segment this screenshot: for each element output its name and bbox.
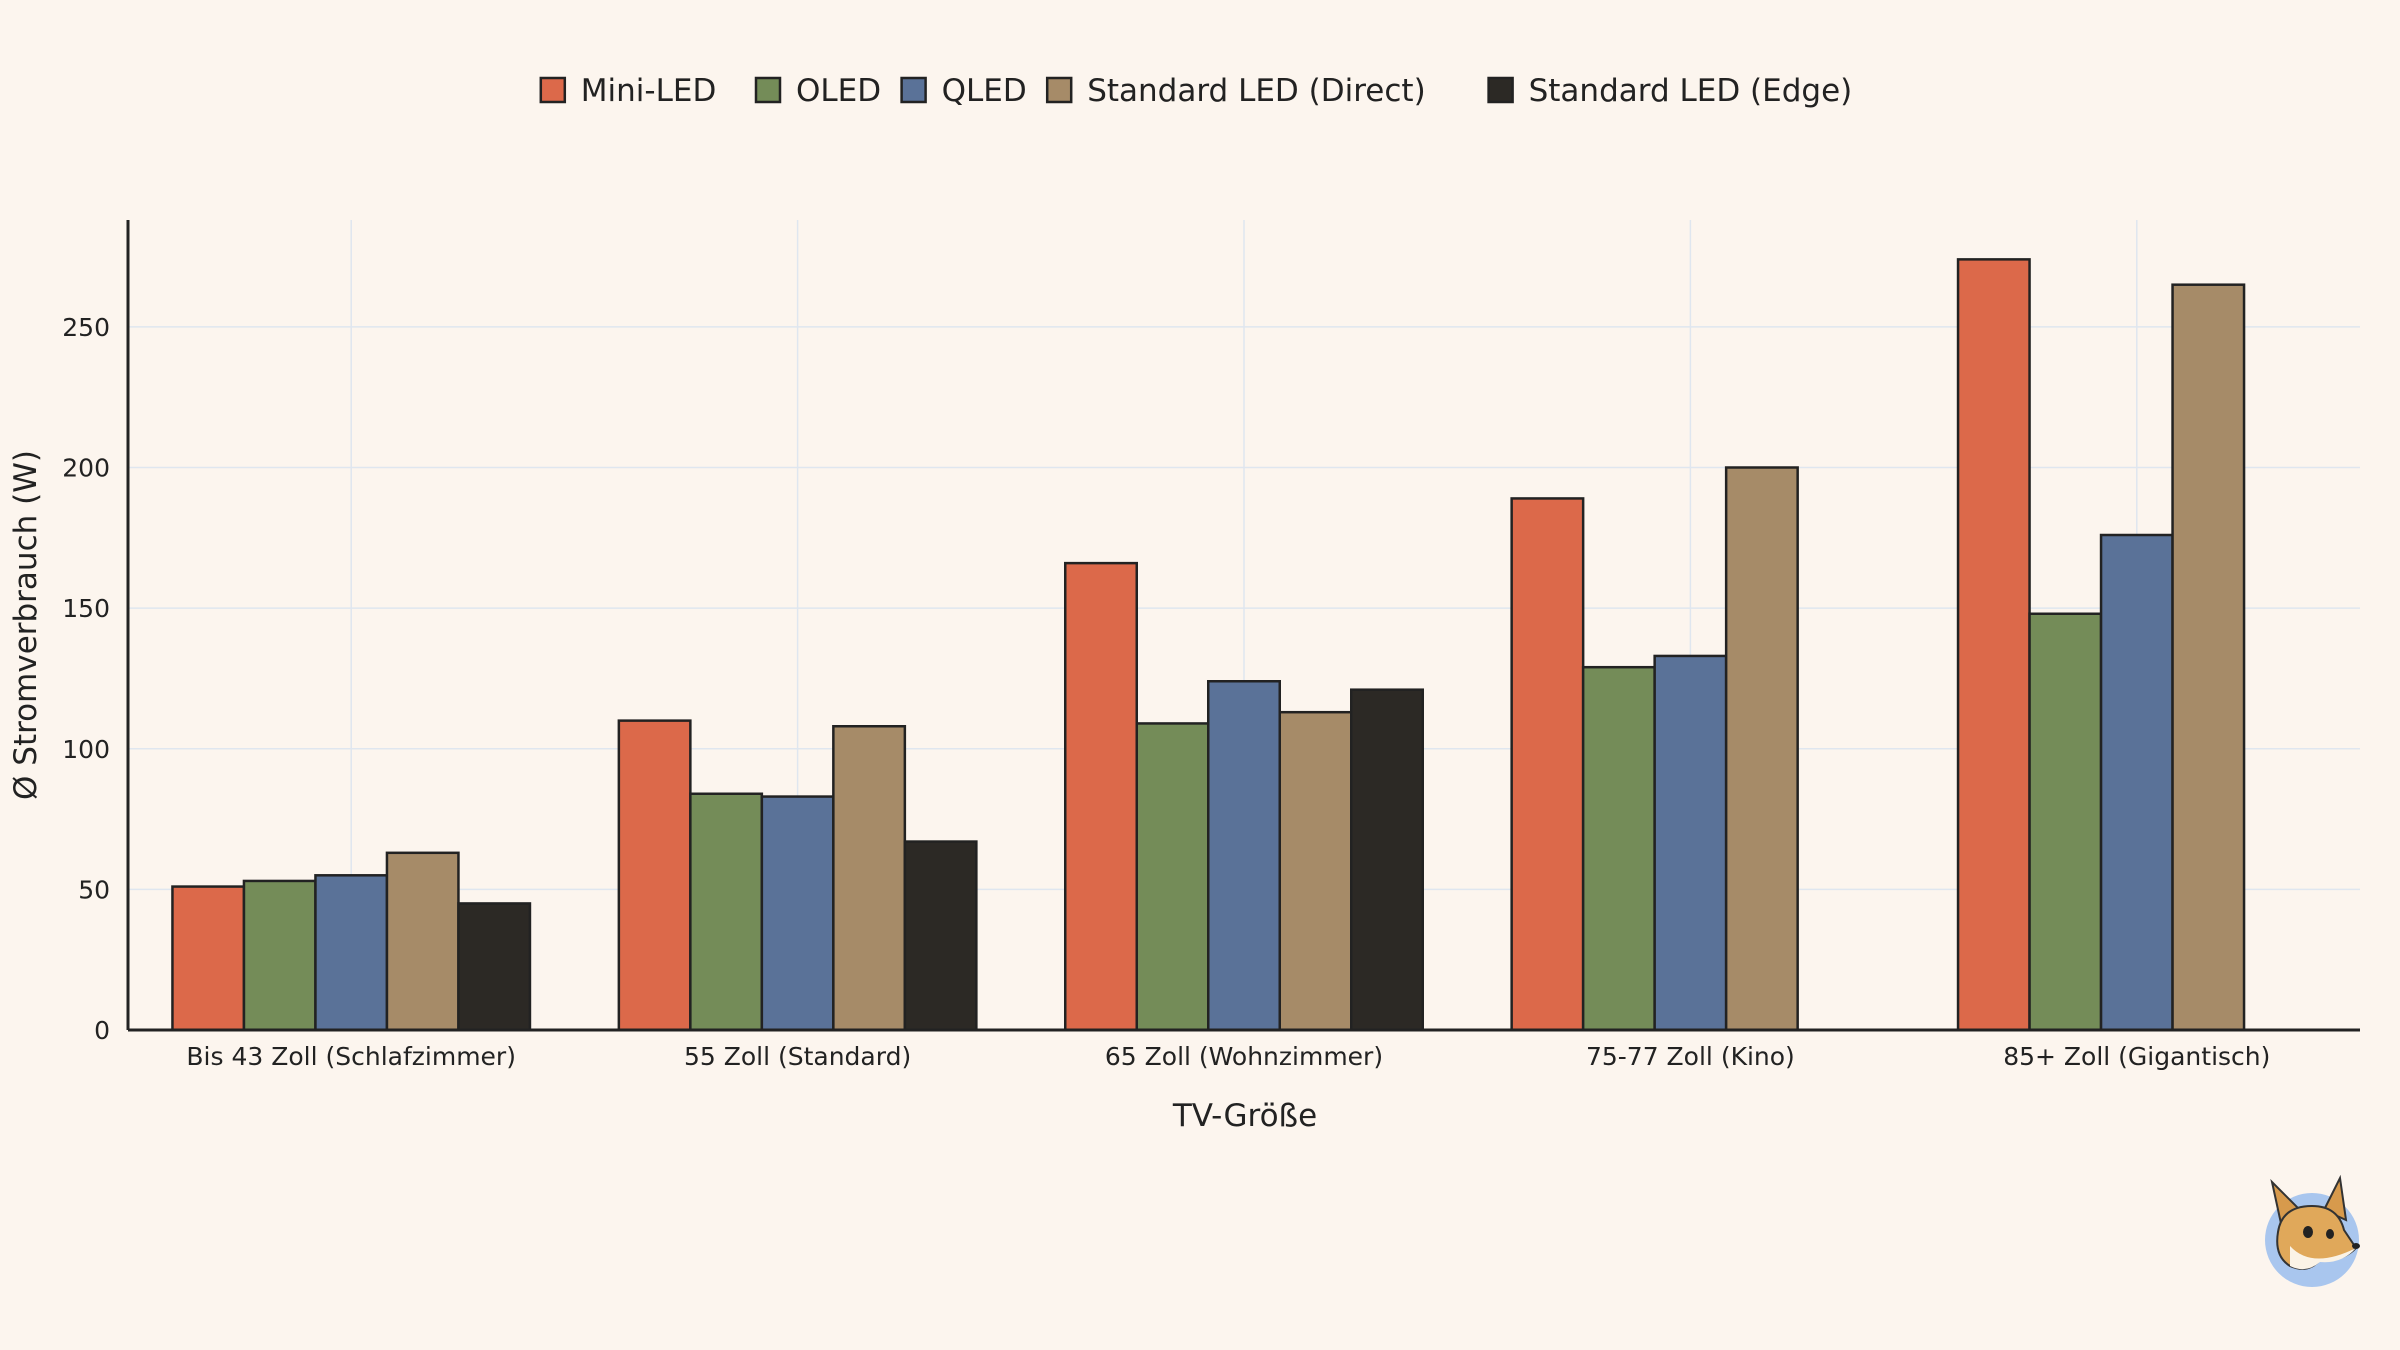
- legend-swatch: [754, 76, 782, 104]
- bar-standard-led-direct-0: [385, 851, 460, 1032]
- bar-mini-led-0: [171, 885, 246, 1032]
- bar-standard-led-edge-1: [903, 840, 978, 1032]
- y-tick-label: 50: [78, 875, 110, 904]
- legend-swatch: [1045, 76, 1073, 104]
- bar-oled-2: [1135, 722, 1210, 1032]
- bar-mini-led-3: [1510, 497, 1585, 1032]
- bar-qled-2: [1207, 680, 1281, 1032]
- legend-swatch: [1487, 76, 1514, 104]
- x-tick-label: 55 Zoll (Standard): [684, 1042, 911, 1071]
- bars: [171, 258, 2246, 1032]
- legend-label: Mini-LED: [581, 73, 717, 109]
- legend: Mini-LED OLED QLED Standard LED (Direct) Sta…: [539, 73, 1853, 109]
- bar-standard-led-direct-4: [2171, 283, 2246, 1032]
- y-tick-label: 250: [62, 313, 110, 342]
- y-axis-title: Ø Stromverbrauch (W): [8, 450, 44, 800]
- legend-label: QLED: [942, 73, 1027, 109]
- x-tick-label: 85+ Zoll (Gigantisch): [2003, 1042, 2270, 1071]
- y-tick-label: 150: [62, 594, 110, 623]
- legend-label: Standard LED (Direct): [1087, 73, 1425, 109]
- bar-oled-1: [689, 792, 764, 1032]
- bar-qled-3: [1653, 654, 1728, 1032]
- bar-standard-led-edge-0: [457, 902, 532, 1032]
- legend-swatch: [900, 76, 927, 104]
- bar-mini-led-1: [617, 719, 692, 1032]
- x-tick-label: Bis 43 Zoll (Schlafzimmer): [186, 1042, 516, 1071]
- y-tick-label: 100: [62, 735, 110, 764]
- bar-oled-4: [2028, 612, 2103, 1032]
- bar-qled-1: [760, 795, 835, 1032]
- bar-oled-0: [242, 879, 317, 1032]
- bar-mini-led-4: [1956, 258, 2031, 1032]
- bar-standard-led-direct-1: [832, 725, 907, 1032]
- bar-standard-led-edge-2: [1350, 688, 1424, 1032]
- bar-qled-0: [314, 874, 389, 1032]
- y-tick-label: 200: [62, 454, 110, 483]
- fox-mascot-icon: [2265, 1174, 2360, 1287]
- bar-oled-3: [1581, 665, 1656, 1032]
- legend-swatch: [539, 76, 567, 104]
- bar-mini-led-2: [1064, 561, 1138, 1032]
- y-tick-label: 0: [94, 1016, 110, 1045]
- x-axis-title: TV-Größe: [1172, 1098, 1317, 1134]
- axes: 0 50 100 150 200 250 Bis 43 Zoll (Schlafzimmer…: [62, 220, 2360, 1071]
- x-tick-label: 65 Zoll (Wohnzimmer): [1105, 1042, 1383, 1071]
- bar-qled-4: [2099, 533, 2174, 1032]
- legend-label: Standard LED (Edge): [1529, 73, 1853, 109]
- bar-standard-led-direct-2: [1278, 710, 1353, 1032]
- legend-label: OLED: [796, 73, 881, 109]
- bar-standard-led-direct-3: [1724, 466, 1799, 1032]
- x-tick-label: 75-77 Zoll (Kino): [1586, 1042, 1795, 1071]
